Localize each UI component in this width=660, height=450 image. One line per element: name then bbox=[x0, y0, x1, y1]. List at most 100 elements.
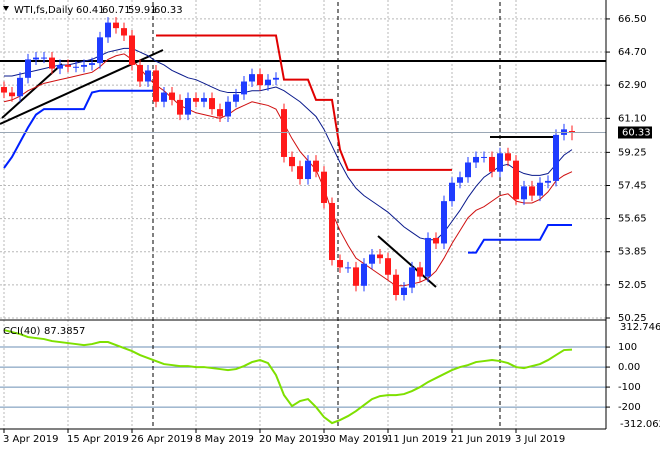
ohlc-open: 60.41 bbox=[76, 5, 105, 16]
y-tick-label: 62.90 bbox=[618, 80, 647, 91]
candle-body bbox=[225, 101, 231, 117]
candle-body bbox=[481, 156, 487, 158]
candle-body bbox=[145, 70, 151, 82]
candle-body bbox=[409, 267, 415, 288]
candle-body bbox=[473, 156, 479, 163]
x-tick-label: 3 Apr 2019 bbox=[3, 434, 58, 445]
candle-body bbox=[489, 156, 495, 172]
candle-body bbox=[121, 28, 127, 36]
chart-title: WTI,fs,Daily bbox=[14, 5, 73, 16]
x-tick-label: 26 Apr 2019 bbox=[131, 434, 193, 445]
candle-body bbox=[33, 57, 39, 60]
candle-body bbox=[345, 267, 351, 269]
y-tick-label: 66.50 bbox=[618, 14, 647, 25]
y-tick-label: 59.25 bbox=[618, 147, 647, 158]
candle-body bbox=[513, 160, 519, 200]
x-tick-label: 8 May 2019 bbox=[195, 434, 254, 445]
candle-body bbox=[321, 171, 327, 203]
candle-body bbox=[1, 87, 7, 93]
candle-body bbox=[289, 156, 295, 167]
candle-body bbox=[185, 98, 191, 115]
x-tick-label: 30 May 2019 bbox=[323, 434, 388, 445]
x-tick-label: 11 Jun 2019 bbox=[387, 434, 447, 445]
candle-body bbox=[193, 98, 199, 102]
x-tick-label: 21 Jun 2019 bbox=[451, 434, 511, 445]
candle-body bbox=[97, 37, 103, 64]
candle-body bbox=[457, 177, 463, 183]
indicator-header: CCI(40) 87.3857 bbox=[3, 326, 85, 337]
candle-body bbox=[233, 94, 239, 102]
candle-body bbox=[425, 237, 431, 277]
candle-body bbox=[57, 64, 63, 69]
candle-body bbox=[129, 35, 135, 65]
y-tick-label: -200 bbox=[618, 402, 641, 413]
candle-body bbox=[569, 131, 575, 133]
y-tick-label: 52.05 bbox=[618, 280, 647, 291]
candle-body bbox=[465, 162, 471, 178]
candle-body bbox=[137, 64, 143, 82]
indicator-title: CCI(40) bbox=[3, 326, 41, 337]
candle-body bbox=[241, 81, 247, 95]
marks-layer bbox=[0, 17, 606, 425]
candle-body bbox=[257, 74, 263, 86]
trendline bbox=[0, 49, 164, 125]
candle-body bbox=[441, 201, 447, 244]
candle-body bbox=[377, 254, 383, 259]
candle-body bbox=[81, 64, 87, 67]
y-tick-label: -100 bbox=[618, 382, 641, 393]
candle-body bbox=[217, 109, 223, 117]
candle-body bbox=[337, 260, 343, 268]
candle-body bbox=[161, 92, 167, 102]
candle-body bbox=[73, 66, 79, 68]
x-tick-label: 20 May 2019 bbox=[259, 434, 324, 445]
candle-body bbox=[385, 258, 391, 275]
candle-body bbox=[305, 160, 311, 180]
x-tick-label: 3 Jul 2019 bbox=[515, 434, 565, 445]
candle-body bbox=[369, 254, 375, 264]
y-tick-label: 55.65 bbox=[618, 214, 647, 225]
y-range-label: -312.062 bbox=[620, 419, 660, 430]
candle-body bbox=[353, 267, 359, 286]
indicator-line bbox=[3, 89, 572, 254]
indicator-line bbox=[156, 34, 452, 171]
candle-body bbox=[497, 153, 503, 172]
candle-body bbox=[209, 98, 215, 110]
y-tick-label: 53.85 bbox=[618, 247, 647, 258]
ohlc-low: 59.91 bbox=[128, 5, 157, 16]
candle-body bbox=[177, 99, 183, 115]
candle-body bbox=[273, 77, 279, 80]
y-tick-label: 64.70 bbox=[618, 47, 647, 58]
candle-body bbox=[89, 63, 95, 65]
candle-body bbox=[49, 57, 55, 69]
candle-body bbox=[553, 134, 559, 181]
y-tick-label: 57.45 bbox=[618, 180, 647, 191]
candle-body bbox=[393, 274, 399, 295]
y-tick-label: 61.10 bbox=[618, 113, 647, 124]
candle-body bbox=[297, 166, 303, 180]
candle-body bbox=[313, 160, 319, 172]
price-label-box bbox=[618, 126, 652, 139]
y-tick-label: 100 bbox=[618, 342, 637, 353]
candle-body bbox=[105, 22, 111, 38]
y-tick-label: 0.00 bbox=[618, 362, 640, 373]
candle-body bbox=[9, 92, 15, 97]
candle-body bbox=[545, 180, 551, 183]
x-tick-label: 15 Apr 2019 bbox=[67, 434, 129, 445]
grid-layer bbox=[0, 0, 606, 429]
candle-body bbox=[401, 287, 407, 295]
candle-body bbox=[521, 186, 527, 200]
ohlc-high: 60.71 bbox=[102, 5, 131, 16]
candle-body bbox=[329, 202, 335, 261]
y-range-label: 312.746 bbox=[620, 322, 660, 333]
trendline bbox=[377, 235, 437, 288]
candle-body bbox=[41, 57, 47, 59]
menu-triangle bbox=[3, 6, 9, 11]
indicator-line bbox=[3, 329, 573, 425]
candle-body bbox=[249, 74, 255, 82]
candle-body bbox=[505, 153, 511, 161]
candle-body bbox=[537, 182, 543, 196]
indicator-value: 87.3857 bbox=[44, 326, 85, 337]
candle-body bbox=[169, 92, 175, 100]
candle-body bbox=[433, 237, 439, 244]
